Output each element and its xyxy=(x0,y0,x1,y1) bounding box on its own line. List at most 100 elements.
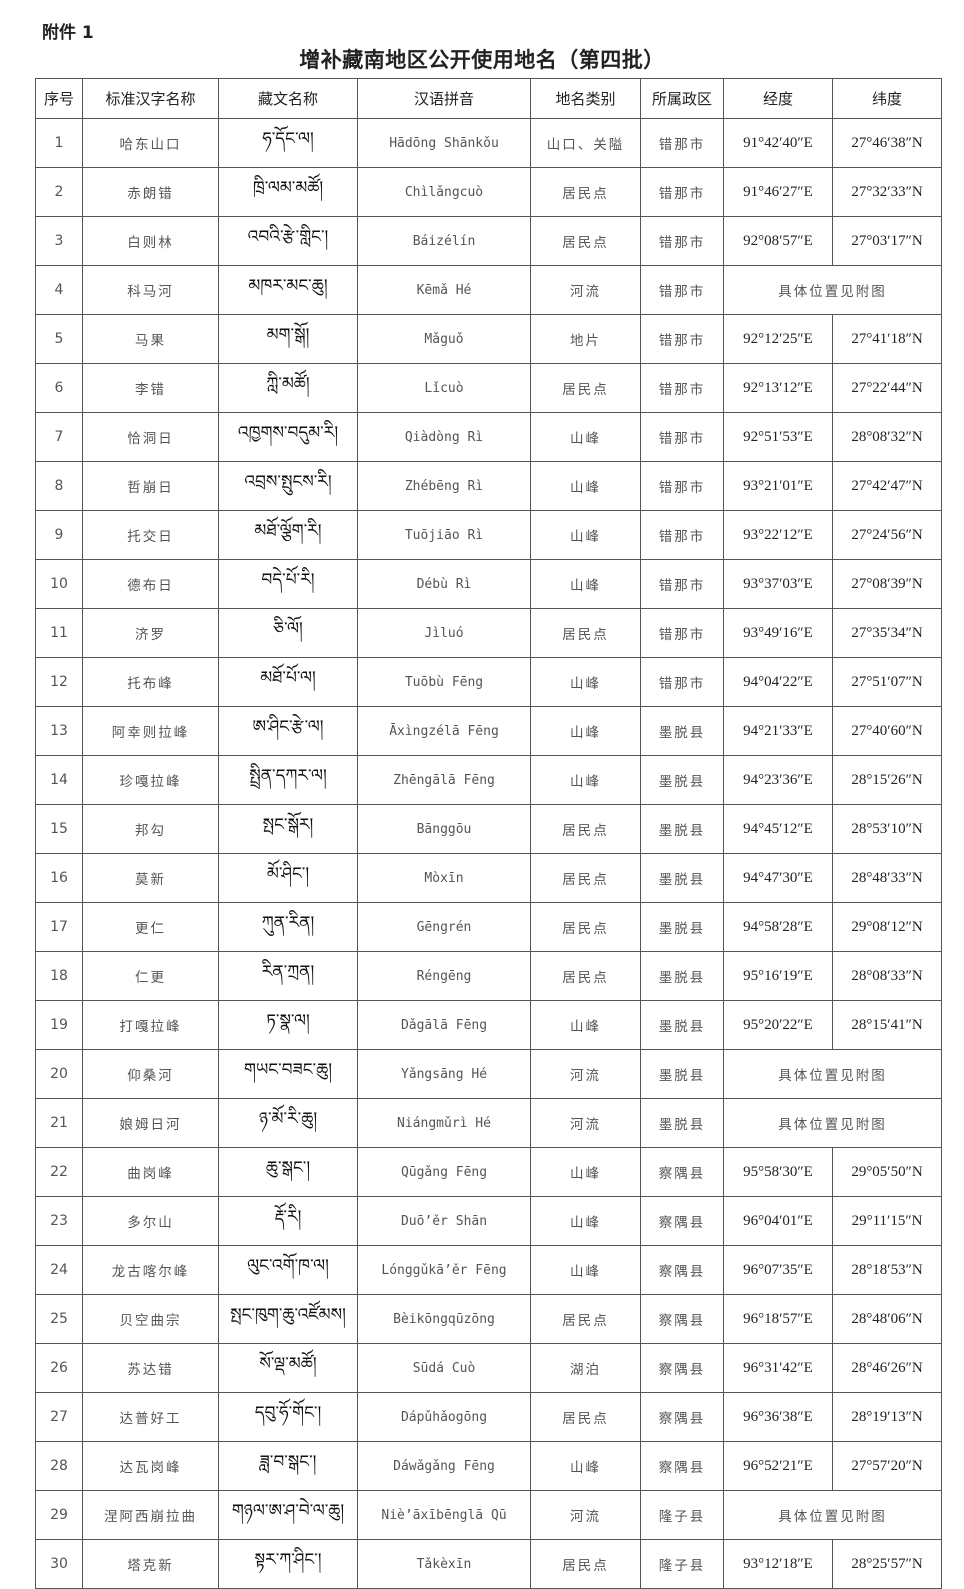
cell-chinese-name: 曲岗峰 xyxy=(82,1147,219,1197)
table-row: 7 恰洞日 འཁྱགས་བདུམ་རི། Qiàdòng Rì 山峰 错那市 92°51′5… xyxy=(35,412,942,462)
cell-category: 居民点 xyxy=(530,853,641,903)
cell-category: 居民点 xyxy=(530,902,641,952)
cell-tibetan-name: ཀུན་རིན། xyxy=(218,902,358,952)
cell-longitude: 94°47′30″E xyxy=(723,853,833,903)
cell-tibetan-name: མཐོ་ལྕོག་རི། xyxy=(218,510,358,560)
cell-pinyin: Lǐcuò xyxy=(357,363,531,413)
cell-latitude: 28°48′33″N xyxy=(832,853,942,903)
header-region: 所属政区 xyxy=(640,78,724,119)
cell-tibetan-name: བདེ་པོ་རི། xyxy=(218,559,358,609)
cell-pinyin: Duō’ěr Shān xyxy=(357,1196,531,1246)
cell-location-note: 具体位置见附图 xyxy=(723,265,942,315)
cell-tibetan-name: མཁར་མང་ཆུ། xyxy=(218,265,358,315)
cell-serial: 28 xyxy=(35,1441,83,1491)
cell-latitude: 27°57′20″N xyxy=(832,1441,942,1491)
cell-region: 错那市 xyxy=(640,167,724,217)
cell-chinese-name: 涅阿西崩拉曲 xyxy=(82,1490,219,1540)
cell-category: 山峰 xyxy=(530,1000,641,1050)
cell-serial: 11 xyxy=(35,608,83,658)
cell-pinyin: Tuōjiāo Rì xyxy=(357,510,531,560)
cell-region: 墨脱县 xyxy=(640,755,724,805)
cell-pinyin: Sūdá Cuò xyxy=(357,1343,531,1393)
cell-region: 错那市 xyxy=(640,461,724,511)
cell-region: 错那市 xyxy=(640,314,724,364)
cell-region: 墨脱县 xyxy=(640,853,724,903)
cell-serial: 25 xyxy=(35,1294,83,1344)
cell-chinese-name: 托布峰 xyxy=(82,657,219,707)
cell-serial: 2 xyxy=(35,167,83,217)
cell-longitude: 96°36′38″E xyxy=(723,1392,833,1442)
cell-pinyin: Zhébēng Rì xyxy=(357,461,531,511)
table-row: 22 曲岗峰 ཆུ་སྒང་། Qūgǎng Fēng 山峰 察隅县 95°58′30″E 2… xyxy=(35,1147,942,1197)
cell-tibetan-name: མོ་ཤིང་། xyxy=(218,853,358,903)
cell-tibetan-name: རྡོ་རི། xyxy=(218,1196,358,1246)
cell-category: 山峰 xyxy=(530,461,641,511)
cell-region: 错那市 xyxy=(640,412,724,462)
cell-region: 错那市 xyxy=(640,118,724,168)
cell-longitude: 96°07′35″E xyxy=(723,1245,833,1295)
cell-region: 错那市 xyxy=(640,265,724,315)
cell-category: 山峰 xyxy=(530,559,641,609)
cell-region: 察隅县 xyxy=(640,1245,724,1295)
cell-pinyin: Āxìngzélā Fēng xyxy=(357,706,531,756)
cell-longitude: 96°31′42″E xyxy=(723,1343,833,1393)
cell-chinese-name: 赤朗错 xyxy=(82,167,219,217)
cell-serial: 20 xyxy=(35,1049,83,1099)
cell-serial: 1 xyxy=(35,118,83,168)
cell-longitude: 96°18′57″E xyxy=(723,1294,833,1344)
cell-category: 居民点 xyxy=(530,804,641,854)
cell-latitude: 28°15′41″N xyxy=(832,1000,942,1050)
cell-latitude: 28°08′33″N xyxy=(832,951,942,1001)
cell-tibetan-name: ཀླི་མཚོ། xyxy=(218,363,358,413)
cell-chinese-name: 哈东山口 xyxy=(82,118,219,168)
header-category: 地名类别 xyxy=(530,78,641,119)
cell-serial: 17 xyxy=(35,902,83,952)
cell-latitude: 29°11′15″N xyxy=(832,1196,942,1246)
cell-tibetan-name: སོ་ལྡ་མཚོ། xyxy=(218,1343,358,1393)
cell-region: 错那市 xyxy=(640,216,724,266)
header-pinyin: 汉语拼音 xyxy=(357,78,531,119)
cell-category: 居民点 xyxy=(530,363,641,413)
cell-serial: 27 xyxy=(35,1392,83,1442)
cell-category: 河流 xyxy=(530,1098,641,1148)
cell-pinyin: Hādōng Shānkǒu xyxy=(357,118,531,168)
table-row: 5 马果 མག་སྒོ། Mǎguǒ 地片 错那市 92°12′25″E 27°41′18″N xyxy=(35,314,942,364)
table-row: 10 德布日 བདེ་པོ་རི། Débù Rì 山峰 错那市 93°37′03″E 27°… xyxy=(35,559,942,609)
cell-latitude: 28°15′26″N xyxy=(832,755,942,805)
cell-serial: 9 xyxy=(35,510,83,560)
cell-chinese-name: 更仁 xyxy=(82,902,219,952)
cell-longitude: 94°23′36″E xyxy=(723,755,833,805)
cell-longitude: 95°20′22″E xyxy=(723,1000,833,1050)
cell-tibetan-name: ཏ་སྣ་ལ། xyxy=(218,1000,358,1050)
cell-category: 居民点 xyxy=(530,1294,641,1344)
cell-latitude: 29°05′50″N xyxy=(832,1147,942,1197)
cell-pinyin: Gēngrén xyxy=(357,902,531,952)
cell-chinese-name: 莫新 xyxy=(82,853,219,903)
cell-chinese-name: 哲崩日 xyxy=(82,461,219,511)
cell-pinyin: Dǎgālā Fēng xyxy=(357,1000,531,1050)
cell-region: 错那市 xyxy=(640,559,724,609)
cell-region: 错那市 xyxy=(640,363,724,413)
cell-pinyin: Mǎguǒ xyxy=(357,314,531,364)
cell-longitude: 96°52′21″E xyxy=(723,1441,833,1491)
place-names-table: 序号 标准汉字名称 藏文名称 汉语拼音 地名类别 所属政区 经度 纬度 1 哈东山… xyxy=(35,78,942,1589)
cell-longitude: 91°42′40″E xyxy=(723,118,833,168)
cell-location-note: 具体位置见附图 xyxy=(723,1098,942,1148)
cell-chinese-name: 贝空曲宗 xyxy=(82,1294,219,1344)
cell-category: 居民点 xyxy=(530,951,641,1001)
table-row: 24 龙古喀尔峰 ལུང་འགོ་ཁ་ལ། Lónggǔkā’ěr Fēng 山峰 察隅县… xyxy=(35,1245,942,1295)
table-row: 29 涅阿西崩拉曲 གཉལ་ཨ་ཤ་བེ་ལ་ཆུ། Niè’āxībēnglā Qū… xyxy=(35,1490,942,1540)
cell-longitude: 92°08′57″E xyxy=(723,216,833,266)
cell-chinese-name: 达瓦岗峰 xyxy=(82,1441,219,1491)
cell-region: 墨脱县 xyxy=(640,804,724,854)
cell-tibetan-name: སྤྲིན་དཀར་ལ། xyxy=(218,755,358,805)
cell-pinyin: Chìlǎngcuò xyxy=(357,167,531,217)
cell-tibetan-name: གཡང་བཟང་ཆུ། xyxy=(218,1049,358,1099)
cell-latitude: 27°24′56″N xyxy=(832,510,942,560)
cell-longitude: 94°04′22″E xyxy=(723,657,833,707)
cell-latitude: 27°46′38″N xyxy=(832,118,942,168)
cell-latitude: 28°46′26″N xyxy=(832,1343,942,1393)
cell-region: 墨脱县 xyxy=(640,951,724,1001)
cell-serial: 3 xyxy=(35,216,83,266)
header-longitude: 经度 xyxy=(723,78,833,119)
